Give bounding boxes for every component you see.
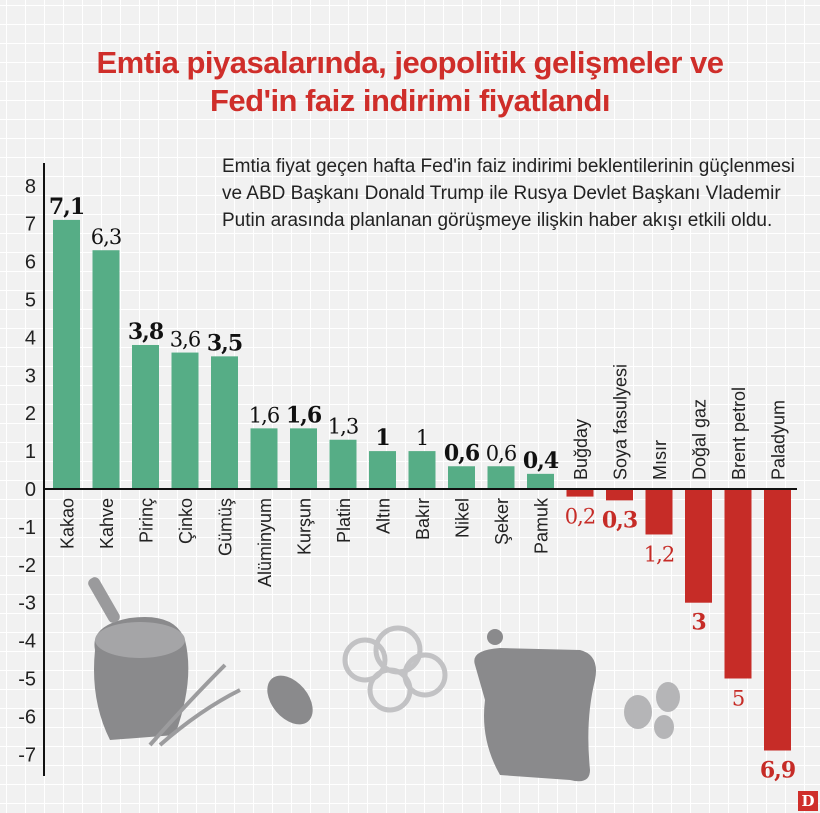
bar <box>764 489 791 751</box>
value-label: 0,6 <box>486 441 517 465</box>
bar <box>448 466 475 489</box>
category-label: Brent petrol <box>729 387 749 480</box>
y-tick-label: 2 <box>25 403 36 425</box>
cocoa-pod-icon <box>267 675 313 725</box>
coffee-beans-icon <box>624 682 680 739</box>
y-tick-label: -2 <box>18 555 36 577</box>
y-tick-label: 4 <box>25 327 36 349</box>
y-tick-label: -6 <box>18 706 36 728</box>
bar <box>606 489 633 501</box>
y-tick-label: -4 <box>18 631 36 653</box>
y-tick-label: 0 <box>25 479 36 501</box>
value-label: 6,9 <box>760 758 795 784</box>
value-label: 7,1 <box>49 194 84 220</box>
value-label: 1 <box>416 426 428 450</box>
y-tick-label: 7 <box>25 214 36 236</box>
bar <box>487 466 515 489</box>
value-label: 3,8 <box>128 319 164 345</box>
value-label: 1,6 <box>249 403 280 427</box>
category-label: Çinko <box>176 498 196 544</box>
title-line-1: Emtia piyasalarında, jeopolitik gelişmel… <box>96 45 724 80</box>
bar <box>527 473 554 489</box>
value-label: 1 <box>375 425 389 451</box>
bar <box>250 428 278 489</box>
y-tick-label: -1 <box>18 517 36 539</box>
category-label: Paladyum <box>769 400 789 480</box>
y-tick-label: 3 <box>25 365 36 387</box>
grain-sack-icon <box>474 629 596 782</box>
bar <box>724 489 752 679</box>
value-label: 0,6 <box>444 440 480 466</box>
y-tick-label: -3 <box>18 593 36 615</box>
bar <box>369 451 396 489</box>
rice-sack-icon <box>88 577 189 740</box>
value-label: 3 <box>691 610 705 636</box>
bar <box>132 344 159 489</box>
y-axis-ticks: 8 7 6 5 4 3 2 1 0 -1 -2 -3 -4 -5 -6 -7 <box>18 176 36 766</box>
value-labels: 7,16,33,8 3,6 3,51,6 1,6 1,3 1 10,6 0,6 0,40,2 0,… <box>49 194 796 784</box>
bar <box>566 489 594 497</box>
category-label: Platin <box>334 498 354 543</box>
category-label: Şeker <box>492 498 512 545</box>
y-tick-label: 1 <box>25 441 36 463</box>
bar <box>645 489 673 535</box>
category-labels: Kakao Kahve Pirinç Çinko Gümüş Alüminyum Kurşu… <box>58 364 789 587</box>
category-label: Altın <box>374 498 394 534</box>
category-label: Kakao <box>58 498 78 549</box>
brand-logo: D <box>798 791 818 811</box>
value-label: 0,4 <box>523 448 559 474</box>
value-label: 3,6 <box>170 328 201 352</box>
category-label: Gümüş <box>216 498 236 556</box>
category-label: Kahve <box>97 498 117 549</box>
bar <box>408 451 436 489</box>
description: Emtia fiyat geçen hafta Fed'in faiz indi… <box>222 156 795 231</box>
bar <box>329 439 357 489</box>
value-label: 3,5 <box>207 330 242 356</box>
title-line-2: Fed'in faiz indirimi fiyatlandı <box>209 83 611 118</box>
bar <box>211 356 238 489</box>
y-tick-label: 8 <box>25 176 36 198</box>
category-label: Pamuk <box>532 497 552 554</box>
illustrations <box>88 577 680 782</box>
value-label: 6,3 <box>91 225 121 249</box>
value-label: 1,3 <box>328 415 358 439</box>
value-label: 0,3 <box>602 507 637 533</box>
category-label: Alüminyum <box>255 498 275 587</box>
category-label: Kurşun <box>295 498 315 555</box>
value-label: 1,2 <box>644 542 674 566</box>
bar <box>171 352 199 489</box>
bar <box>92 250 120 489</box>
cotton-icon <box>342 625 448 713</box>
value-label: 1,6 <box>286 402 322 428</box>
value-label: 0,2 <box>565 505 595 529</box>
category-label: Doğal gaz <box>690 399 710 480</box>
category-label: Soya fasulyesi <box>611 364 631 480</box>
value-label: 5 <box>732 687 744 711</box>
wheat-icon <box>148 663 241 747</box>
category-label: Mısır <box>650 440 670 480</box>
category-label: Buğday <box>571 419 591 480</box>
y-tick-label: -7 <box>18 744 36 766</box>
chart-title: Emtia piyasalarında, jeopolitik gelişmel… <box>0 44 820 120</box>
bar <box>685 489 712 603</box>
bars <box>53 219 791 751</box>
y-tick-label: -5 <box>18 669 36 691</box>
category-label: Nikel <box>453 498 473 538</box>
y-tick-label: 6 <box>25 252 36 274</box>
y-tick-label: 5 <box>25 290 36 312</box>
category-label: Pirinç <box>137 498 157 543</box>
category-label: Bakır <box>413 498 433 540</box>
bar <box>53 219 80 489</box>
bar <box>290 428 317 489</box>
